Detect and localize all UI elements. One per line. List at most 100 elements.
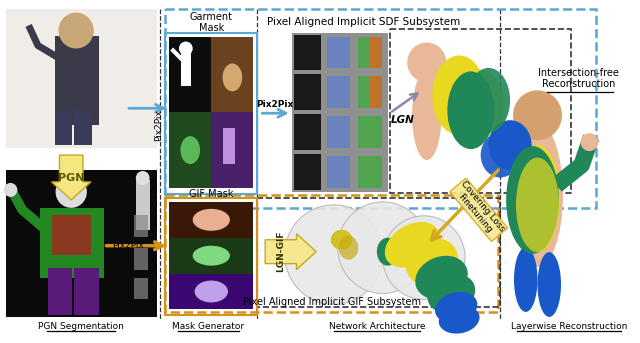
Bar bbox=[370, 76, 381, 108]
Bar bbox=[48, 268, 72, 316]
Bar bbox=[52, 215, 91, 255]
Bar bbox=[356, 154, 384, 190]
Ellipse shape bbox=[415, 247, 433, 269]
Bar bbox=[358, 116, 381, 148]
Bar bbox=[211, 37, 253, 112]
FancyArrow shape bbox=[265, 234, 316, 270]
Ellipse shape bbox=[385, 222, 440, 268]
Bar bbox=[358, 37, 381, 68]
Bar bbox=[211, 112, 253, 188]
Bar bbox=[294, 154, 321, 190]
Bar bbox=[356, 114, 384, 150]
Bar bbox=[294, 74, 321, 110]
Bar bbox=[54, 110, 72, 145]
Bar bbox=[169, 37, 211, 112]
FancyArrow shape bbox=[52, 155, 91, 200]
Bar bbox=[134, 277, 148, 299]
Ellipse shape bbox=[432, 56, 486, 135]
Circle shape bbox=[4, 183, 17, 197]
Ellipse shape bbox=[439, 305, 479, 334]
Ellipse shape bbox=[514, 247, 538, 312]
Bar bbox=[390, 28, 571, 193]
Circle shape bbox=[285, 205, 383, 305]
Bar bbox=[134, 248, 148, 270]
Bar bbox=[74, 268, 99, 316]
Bar bbox=[6, 9, 157, 148]
Bar bbox=[74, 110, 92, 145]
Ellipse shape bbox=[428, 274, 475, 313]
Ellipse shape bbox=[515, 145, 560, 245]
Bar bbox=[54, 36, 99, 125]
Ellipse shape bbox=[331, 230, 353, 250]
Bar bbox=[325, 35, 353, 70]
Ellipse shape bbox=[488, 120, 532, 170]
Circle shape bbox=[179, 42, 193, 56]
Ellipse shape bbox=[223, 63, 242, 91]
Bar bbox=[358, 76, 381, 108]
Ellipse shape bbox=[415, 256, 468, 299]
Text: Covering Loss
Finetuning: Covering Loss Finetuning bbox=[451, 179, 506, 240]
Ellipse shape bbox=[516, 157, 559, 252]
Bar bbox=[327, 116, 351, 148]
Circle shape bbox=[56, 176, 87, 208]
Text: Pix2Pix: Pix2Pix bbox=[154, 109, 163, 141]
Text: LGN: LGN bbox=[390, 115, 414, 125]
Bar bbox=[169, 238, 253, 274]
Bar bbox=[165, 9, 596, 208]
Ellipse shape bbox=[339, 236, 358, 260]
Bar bbox=[356, 35, 384, 70]
Text: Pix2Pix: Pix2Pix bbox=[257, 100, 294, 109]
Ellipse shape bbox=[467, 68, 510, 133]
Ellipse shape bbox=[180, 136, 200, 164]
Text: Garment
Mask: Garment Mask bbox=[190, 12, 233, 33]
Text: Intersection-free
Reconstruction: Intersection-free Reconstruction bbox=[538, 68, 619, 89]
Bar bbox=[294, 35, 321, 70]
Bar bbox=[358, 156, 381, 188]
Circle shape bbox=[513, 90, 562, 140]
Ellipse shape bbox=[377, 238, 398, 265]
Bar bbox=[40, 208, 104, 277]
Ellipse shape bbox=[435, 292, 477, 323]
Bar bbox=[169, 274, 253, 309]
Text: Pix2Pix: Pix2Pix bbox=[112, 241, 144, 250]
Bar bbox=[325, 154, 353, 190]
Bar bbox=[169, 112, 211, 188]
Ellipse shape bbox=[406, 238, 458, 285]
Circle shape bbox=[383, 216, 465, 299]
Bar bbox=[181, 52, 191, 86]
Bar bbox=[327, 76, 351, 108]
Bar bbox=[223, 128, 235, 164]
Circle shape bbox=[58, 13, 93, 48]
Text: Network Architecture: Network Architecture bbox=[328, 322, 425, 331]
Bar bbox=[356, 74, 384, 110]
Text: PGN Segmentation: PGN Segmentation bbox=[38, 322, 124, 331]
Bar bbox=[370, 37, 381, 68]
Text: Layerwise Reconstruction: Layerwise Reconstruction bbox=[511, 322, 627, 331]
Circle shape bbox=[136, 171, 150, 185]
Ellipse shape bbox=[512, 123, 563, 267]
Circle shape bbox=[338, 202, 428, 294]
Bar bbox=[6, 170, 157, 317]
Bar bbox=[165, 33, 257, 194]
Circle shape bbox=[580, 133, 598, 151]
Bar bbox=[165, 195, 499, 312]
Text: LGN-GIF: LGN-GIF bbox=[276, 231, 285, 272]
Ellipse shape bbox=[193, 209, 230, 231]
Ellipse shape bbox=[481, 133, 520, 177]
Bar bbox=[165, 198, 257, 316]
Ellipse shape bbox=[193, 246, 230, 265]
Ellipse shape bbox=[195, 281, 228, 303]
Bar bbox=[257, 198, 500, 307]
Text: Mask Generator: Mask Generator bbox=[172, 322, 244, 331]
Text: Pixel Aligned Implicit GIF Subsystem: Pixel Aligned Implicit GIF Subsystem bbox=[243, 297, 420, 307]
Bar bbox=[327, 156, 351, 188]
Bar bbox=[294, 114, 321, 150]
Ellipse shape bbox=[447, 71, 494, 149]
Bar bbox=[327, 37, 351, 68]
Text: GIF Mask: GIF Mask bbox=[189, 189, 234, 199]
Bar bbox=[325, 74, 353, 110]
Bar bbox=[134, 215, 148, 237]
Bar bbox=[292, 33, 388, 192]
Ellipse shape bbox=[412, 70, 442, 160]
Text: PGN: PGN bbox=[58, 173, 84, 183]
